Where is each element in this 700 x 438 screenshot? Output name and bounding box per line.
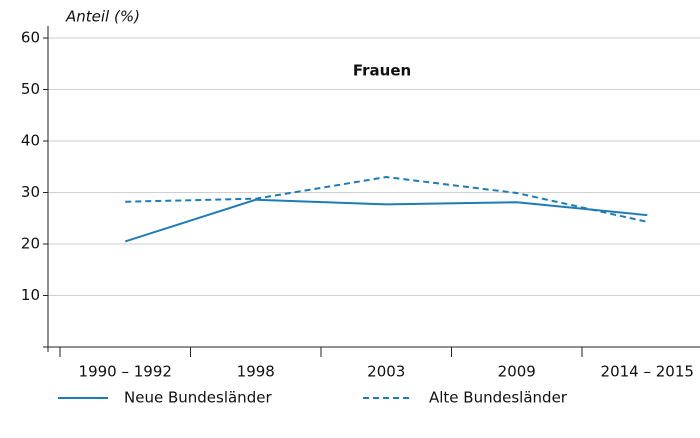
y-axis-label: Anteil (%) <box>65 8 140 26</box>
series-line <box>125 176 648 223</box>
x-tick-label: 1998 <box>237 363 275 381</box>
x-tick-label: 2003 <box>367 363 405 381</box>
legend-label: Alte Bundesländer <box>429 389 568 407</box>
series-line <box>124 198 648 243</box>
legend-label: Neue Bundesländer <box>124 389 272 407</box>
y-tick-label: 30 <box>21 183 40 201</box>
x-tick-label: 2009 <box>498 363 536 381</box>
y-tick-label: 20 <box>21 235 40 253</box>
chart-title: Frauen <box>353 62 411 80</box>
y-tick-label: 10 <box>21 286 40 304</box>
y-tick-label: 60 <box>21 29 40 47</box>
x-tick-label: 2014 – 2015 <box>601 363 694 381</box>
y-tick-label: 50 <box>21 80 40 98</box>
y-tick-label: 40 <box>21 132 40 150</box>
x-tick-label: 1990 – 1992 <box>79 363 172 381</box>
